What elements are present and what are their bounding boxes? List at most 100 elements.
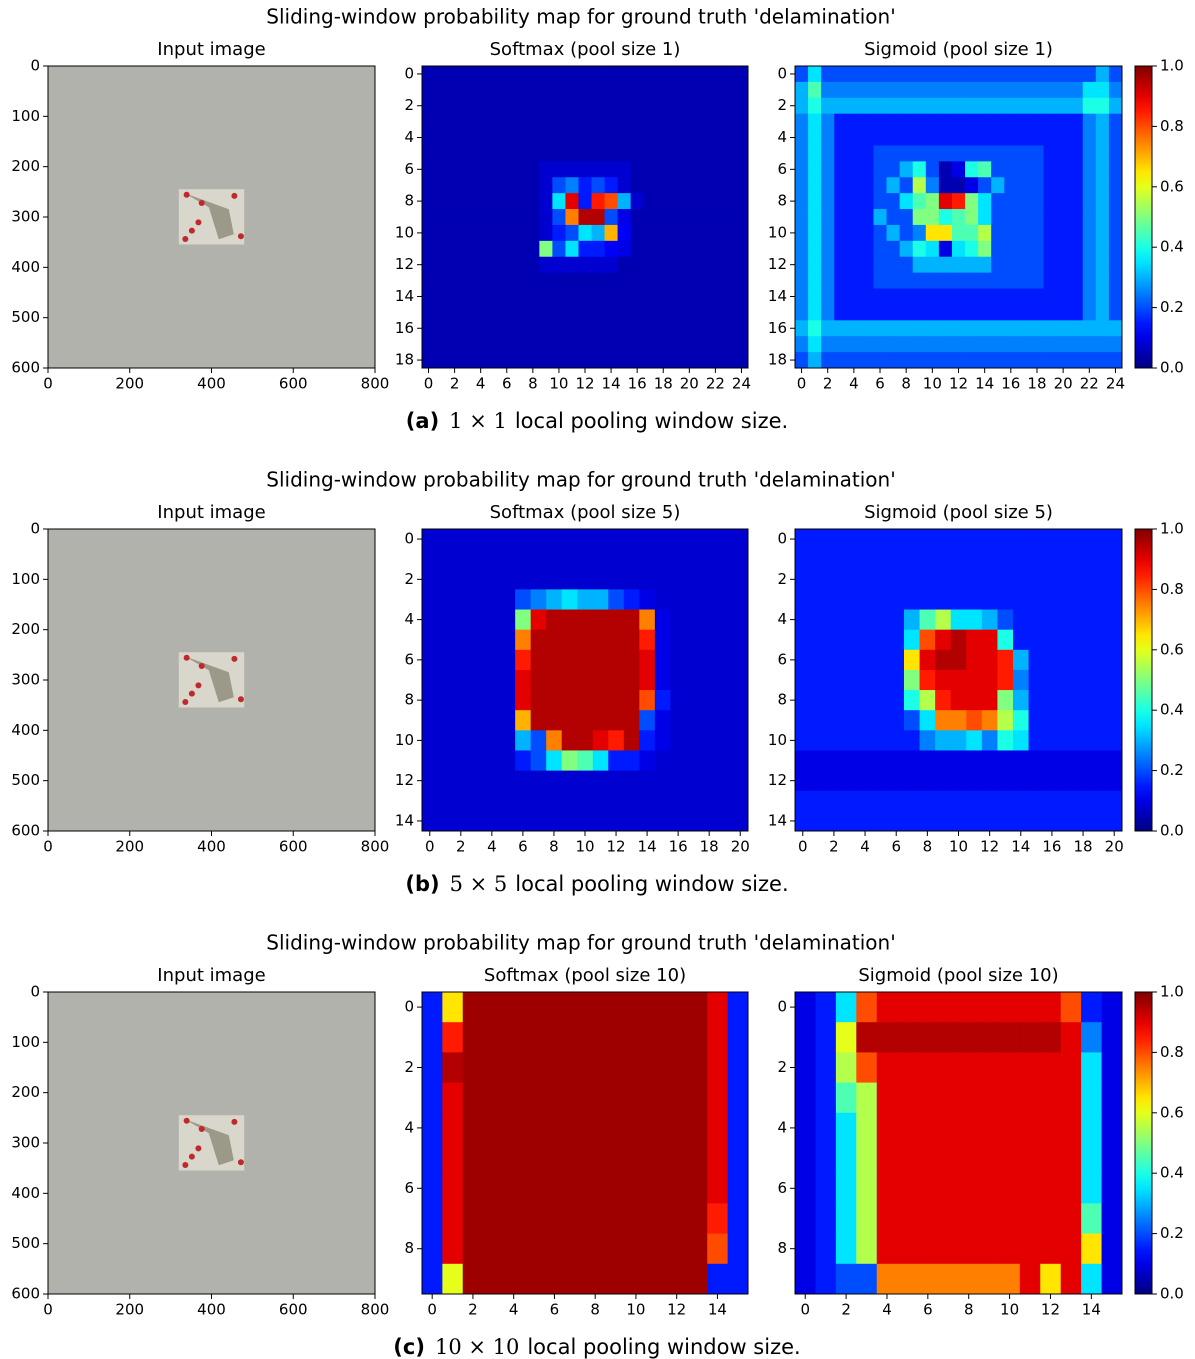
heatmap-cell	[1069, 193, 1084, 210]
heatmap-cell	[938, 129, 953, 146]
heatmap-cell	[999, 1143, 1021, 1174]
heatmap-cell	[1106, 730, 1123, 751]
heatmap-cell	[958, 1263, 980, 1295]
heatmap-cell	[564, 1263, 586, 1295]
heatmap-cell	[487, 193, 501, 210]
heatmap-cell	[1108, 256, 1123, 274]
heatmap-cell	[666, 1263, 688, 1295]
heatmap-cell	[938, 1082, 959, 1114]
heatmap-cell	[500, 320, 514, 337]
x-tick-label: 4	[476, 375, 486, 393]
heatmap-cell	[1004, 81, 1018, 99]
heatmap-cell	[1082, 81, 1097, 99]
y-tick-label: 500	[11, 771, 40, 789]
heatmap-cell	[483, 1263, 504, 1295]
heatmap-cell	[857, 549, 874, 570]
heatmap-cell	[1056, 272, 1071, 289]
heatmap-cell	[847, 177, 861, 194]
heatmap-cell	[500, 113, 514, 130]
heatmap-cell	[1028, 710, 1045, 731]
x-tick-label: 12	[667, 1301, 686, 1319]
heatmap-cell	[604, 97, 618, 115]
heatmap-cell	[795, 690, 811, 711]
heatmap-cell	[978, 1233, 1000, 1265]
heatmap-cell	[1108, 209, 1123, 226]
heatmap-cell	[666, 1022, 688, 1053]
heatmap-cell	[1040, 1052, 1062, 1083]
heatmap-cell	[442, 1173, 464, 1204]
heatmap-cell	[904, 730, 920, 751]
heatmap-cell	[578, 352, 592, 369]
heatmap-cell	[716, 770, 733, 792]
heatmap-cell	[561, 810, 578, 832]
heatmap-cell	[1082, 209, 1097, 226]
heatmap-cell	[965, 129, 979, 146]
heatmap-cell	[468, 529, 485, 550]
heatmap-cell	[422, 1143, 443, 1174]
heatmap-cell	[847, 240, 861, 258]
heatmap-cell	[857, 750, 874, 771]
heatmap-cell	[453, 649, 469, 671]
heatmap-cell	[707, 992, 729, 1023]
heatmap-cell	[919, 569, 936, 590]
heatmap-cell	[1069, 97, 1084, 115]
heatmap-cell	[630, 209, 645, 226]
heatmap-cell	[841, 629, 858, 651]
heatmap-cell	[643, 288, 658, 305]
heatmap-cell	[592, 669, 609, 691]
heatmap-cell	[435, 97, 449, 115]
heatmap-cell	[484, 549, 501, 570]
heatmap-cell	[513, 177, 527, 194]
heatmap-cell	[625, 1082, 647, 1114]
heatmap-cell	[515, 810, 532, 832]
heatmap-cell	[734, 336, 749, 353]
heatmap-cell	[422, 1233, 443, 1265]
heatmap-cell	[523, 1263, 545, 1295]
y-tick-label: 500	[11, 1234, 40, 1252]
heatmap-cell	[847, 304, 861, 321]
heatmap-cell	[669, 352, 684, 369]
heatmap-cell	[523, 1203, 545, 1234]
heatmap-cell	[1108, 145, 1123, 162]
heatmap-cell	[422, 690, 438, 711]
heatmap-cell	[873, 113, 887, 130]
heatmap-cell	[487, 352, 501, 369]
heatmap-cell	[821, 193, 835, 210]
heatmap-cell	[1044, 730, 1061, 751]
heatmap-cell	[585, 1082, 606, 1114]
heatmap-cell	[935, 529, 952, 550]
heatmap-cell	[965, 113, 979, 130]
heatmap-cell	[639, 609, 656, 631]
x-tick-label: 14	[1011, 838, 1030, 856]
heatmap-cell	[860, 352, 874, 369]
heatmap-cell	[669, 66, 684, 83]
image-patch-spot	[237, 696, 244, 703]
heatmap-cell	[656, 256, 671, 274]
heatmap-cell	[670, 770, 687, 792]
heatmap-cell	[500, 352, 514, 369]
heatmap-cell	[564, 992, 586, 1023]
heatmap-cell	[625, 1203, 647, 1234]
heatmap-cell	[422, 209, 436, 226]
heatmap-cell	[1090, 810, 1107, 832]
heatmap-cell	[1056, 193, 1071, 210]
heatmap-cell	[499, 669, 516, 691]
heatmap-cell	[965, 352, 979, 369]
heatmap-cell	[608, 790, 625, 812]
heatmap-cell	[997, 750, 1014, 771]
heatmap-cell	[695, 209, 710, 226]
heatmap-cell	[625, 1263, 647, 1295]
heatmap-cell	[951, 240, 966, 258]
heatmap-cell	[630, 177, 645, 194]
heatmap-cell	[886, 272, 901, 289]
heatmap-cell	[795, 589, 811, 610]
heatmap-cell	[513, 209, 527, 226]
heatmap-cell	[835, 1203, 857, 1234]
heatmap-cell	[1075, 669, 1092, 691]
heatmap-cell	[630, 224, 645, 242]
heatmap-cell	[873, 272, 887, 289]
heatmap-cell	[487, 97, 501, 115]
heatmap-cell	[721, 145, 736, 162]
x-tick-label: 2	[829, 838, 839, 856]
heatmap-cell	[1004, 177, 1018, 194]
